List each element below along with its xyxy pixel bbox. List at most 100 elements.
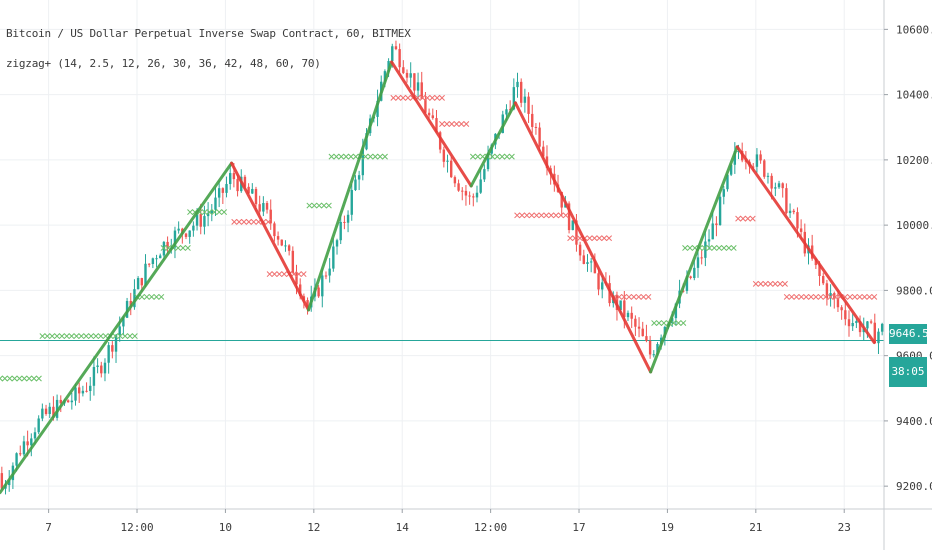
zigzag-x-marker xyxy=(245,218,252,225)
candle-body xyxy=(516,81,519,88)
zigzag-x-marker xyxy=(767,280,774,287)
x-tick-label: 12 xyxy=(307,521,320,534)
zigzag-x-marker xyxy=(180,245,186,251)
zigzag-x-marker xyxy=(221,209,228,216)
candle-body xyxy=(733,151,737,165)
candle-body xyxy=(103,362,107,374)
zigzag-x-marker xyxy=(762,280,769,287)
candle-body xyxy=(586,262,589,264)
x-tick-label: 19 xyxy=(661,521,674,534)
x-tick-label: 7 xyxy=(45,521,52,534)
zigzag-x-marker xyxy=(35,375,42,382)
candle-body xyxy=(597,273,600,290)
zigzag-x-marker xyxy=(812,293,819,300)
candle-body xyxy=(523,96,527,103)
candle-body xyxy=(822,276,825,284)
candle-body xyxy=(8,480,11,486)
zigzag-x-marker xyxy=(463,121,470,127)
zigzag-x-marker xyxy=(400,94,407,101)
y-tick-label: 9200.0 xyxy=(896,480,932,493)
zigzag-x-marker xyxy=(63,333,70,340)
zigzag-x-marker xyxy=(533,212,540,219)
candle-body xyxy=(424,99,427,113)
candle-body xyxy=(188,230,191,237)
zigzag-x-marker xyxy=(54,333,60,340)
candle-body xyxy=(785,188,788,214)
zigzag-x-marker xyxy=(49,333,56,340)
candle-body xyxy=(107,345,110,363)
candle-body xyxy=(214,197,217,210)
zigzag-x-marker xyxy=(514,212,521,219)
zigzag-x-marker xyxy=(265,218,272,225)
zigzag-x-marker xyxy=(443,121,450,127)
candle-body xyxy=(405,72,409,78)
zigzag-x-marker xyxy=(241,218,247,225)
zigzag-x-marker xyxy=(266,271,273,278)
zigzag-x-marker xyxy=(752,280,759,287)
candle-body xyxy=(763,160,766,177)
candle-body xyxy=(33,432,37,439)
candle-body xyxy=(818,265,821,277)
candle-body xyxy=(184,233,188,237)
candle-body xyxy=(542,146,545,157)
zigzag-x-marker xyxy=(231,218,238,225)
zigzag-x-marker xyxy=(567,235,574,242)
grid xyxy=(0,0,884,509)
candle-body xyxy=(634,318,637,327)
candle-body xyxy=(280,239,283,246)
zigzag-x-marker xyxy=(372,153,379,160)
candle-body xyxy=(74,387,77,401)
x-tick-label: 14 xyxy=(396,521,410,534)
candle-body xyxy=(715,223,718,226)
candle-body xyxy=(265,203,269,210)
zigzag-x-marker xyxy=(725,245,732,251)
candle-body xyxy=(284,245,287,247)
candle-body xyxy=(483,169,486,180)
candle-body xyxy=(880,323,884,332)
zigzag-x-marker xyxy=(321,202,327,209)
y-tick-label: 9800.0 xyxy=(896,284,932,297)
candle-body xyxy=(652,354,655,356)
candle-body xyxy=(26,441,29,446)
zigzag-x-marker xyxy=(606,235,613,242)
zigzag-leg xyxy=(230,161,311,312)
zigzag-x-marker xyxy=(347,153,354,160)
candle-body xyxy=(195,214,199,226)
candle-body xyxy=(37,418,40,433)
candle-body xyxy=(402,67,405,73)
zigzag-x-marker xyxy=(706,245,713,251)
zigzag-x-marker xyxy=(645,293,652,300)
candle-body xyxy=(339,221,342,241)
candle-body xyxy=(232,173,236,180)
candle-body xyxy=(133,289,136,308)
candle-body xyxy=(41,408,44,419)
zigzag-x-marker xyxy=(777,280,784,287)
candle-body xyxy=(229,173,232,185)
zigzag-leg xyxy=(649,145,739,374)
candle-body xyxy=(435,118,438,133)
zigzag-x-marker xyxy=(591,235,598,242)
candle-body xyxy=(479,179,482,193)
candle-body xyxy=(295,273,298,285)
candle-body xyxy=(685,276,689,291)
candle-body xyxy=(155,258,158,260)
candle-body xyxy=(777,183,781,188)
candle-body xyxy=(66,400,70,403)
y-tick-label: 9400.0 xyxy=(896,415,932,428)
candle-body xyxy=(766,175,770,177)
zigzag-x-marker xyxy=(788,293,795,300)
zigzag-x-marker xyxy=(88,333,95,340)
zigzag-x-marker xyxy=(143,293,150,300)
candle-body xyxy=(391,46,394,61)
zigzag-x-marker xyxy=(439,94,445,101)
candle-body xyxy=(273,223,276,237)
zigzag-x-marker xyxy=(453,121,460,127)
zigzag-x-marker xyxy=(187,209,194,216)
candle-body xyxy=(461,190,464,192)
candle-body xyxy=(92,366,96,386)
candle-body xyxy=(236,179,239,192)
candle-body xyxy=(571,220,574,231)
candle-body xyxy=(48,406,51,414)
